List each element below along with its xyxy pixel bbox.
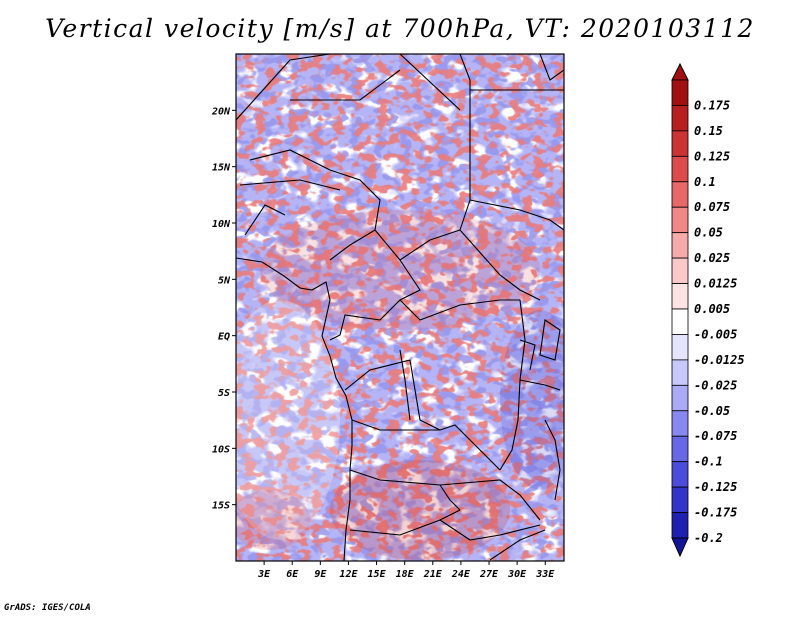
colorbar-swatch [671, 232, 689, 259]
colorbar-label: 0.005 [694, 302, 730, 316]
colorbar-swatch [671, 155, 689, 183]
colorbar-swatch [671, 486, 689, 513]
colorbar-swatch [671, 257, 689, 284]
latitude-axis: 20N 15N 10N 5N EQ 5S 10S 15S [211, 106, 236, 512]
colorbar-label: -0.025 [694, 378, 737, 392]
colorbar-swatch [671, 410, 689, 437]
colorbar-swatch [671, 79, 689, 106]
lat-tick-label: 10N [212, 219, 231, 230]
colorbar-bottom-arrow [671, 537, 689, 558]
map-frame [235, 53, 565, 562]
lat-tick-label: 15S [212, 501, 230, 512]
colorbar-label: 0.025 [694, 251, 730, 265]
lon-tick-label: 18E [396, 569, 415, 580]
lon-tick-label: 27E [479, 569, 499, 580]
colorbar-label: -0.125 [694, 480, 737, 494]
colorbar-label: -0.1 [694, 455, 723, 469]
lat-tick-label: 20N [211, 106, 231, 117]
lon-tick-label: 15E [368, 569, 387, 580]
colorbar-label: 0.125 [694, 149, 730, 163]
lon-tick-label: 33E [535, 569, 555, 580]
longitude-axis: 3E 6E 9E 12E 15E 18E 21E 24E 27E 30E 33E [257, 561, 555, 580]
colorbar-label: 0.075 [694, 200, 730, 214]
colorbar-label: 0.175 [694, 98, 730, 112]
colorbar-swatch [671, 461, 689, 488]
colorbar-label: 0.0125 [694, 277, 737, 291]
lat-tick-label: 5N [218, 275, 231, 286]
colorbar-swatch [671, 105, 689, 132]
colorbar-label: -0.175 [694, 506, 737, 520]
colorbar-swatch [671, 384, 689, 412]
country-borders [236, 54, 564, 561]
lon-tick-label: 12E [339, 569, 358, 580]
lat-tick-label: 10S [212, 444, 230, 455]
colorbar-label: -0.075 [694, 429, 737, 443]
lon-tick-label: 6E [286, 569, 299, 580]
lat-tick-label: 5S [218, 388, 230, 399]
lon-tick-label: 3E [257, 569, 271, 580]
colorbar-swatch [671, 435, 689, 463]
colorbar-swatch [671, 359, 689, 386]
lon-tick-label: 24E [451, 569, 471, 580]
colorbar-swatch [671, 512, 689, 539]
lat-tick-label: 15N [212, 163, 231, 174]
colorbar-top-arrow [671, 62, 689, 81]
colorbar: 0.175 0.15 0.125 0.1 0.075 0.05 0.025 0.0125 0.0… [671, 62, 745, 558]
colorbar-label: -0.0125 [694, 353, 745, 367]
colorbar-label: -0.05 [694, 404, 730, 418]
colorbar-label: 0.15 [694, 124, 723, 138]
chart-title: Vertical velocity [m/s] at 700hPa, VT: 2… [45, 14, 755, 43]
colorbar-label: -0.2 [694, 531, 723, 545]
lon-tick-label: 30E [507, 569, 527, 580]
colorbar-swatch [671, 308, 689, 335]
lon-tick-label: 9E [314, 569, 327, 580]
lat-tick-label: EQ [218, 332, 230, 343]
colorbar-swatch [671, 181, 689, 208]
colorbar-label: -0.005 [694, 327, 737, 341]
colorbar-label: 0.05 [694, 226, 723, 240]
grads-credit: GrADS: IGES/COLA [4, 603, 91, 613]
colorbar-label: 0.1 [694, 175, 716, 189]
colorbar-swatch [671, 334, 689, 361]
lon-tick-label: 21E [423, 569, 443, 580]
colorbar-swatch [671, 206, 689, 234]
colorbar-swatch [671, 130, 689, 157]
velocity-field [236, 54, 564, 561]
colorbar-swatch [671, 283, 689, 310]
